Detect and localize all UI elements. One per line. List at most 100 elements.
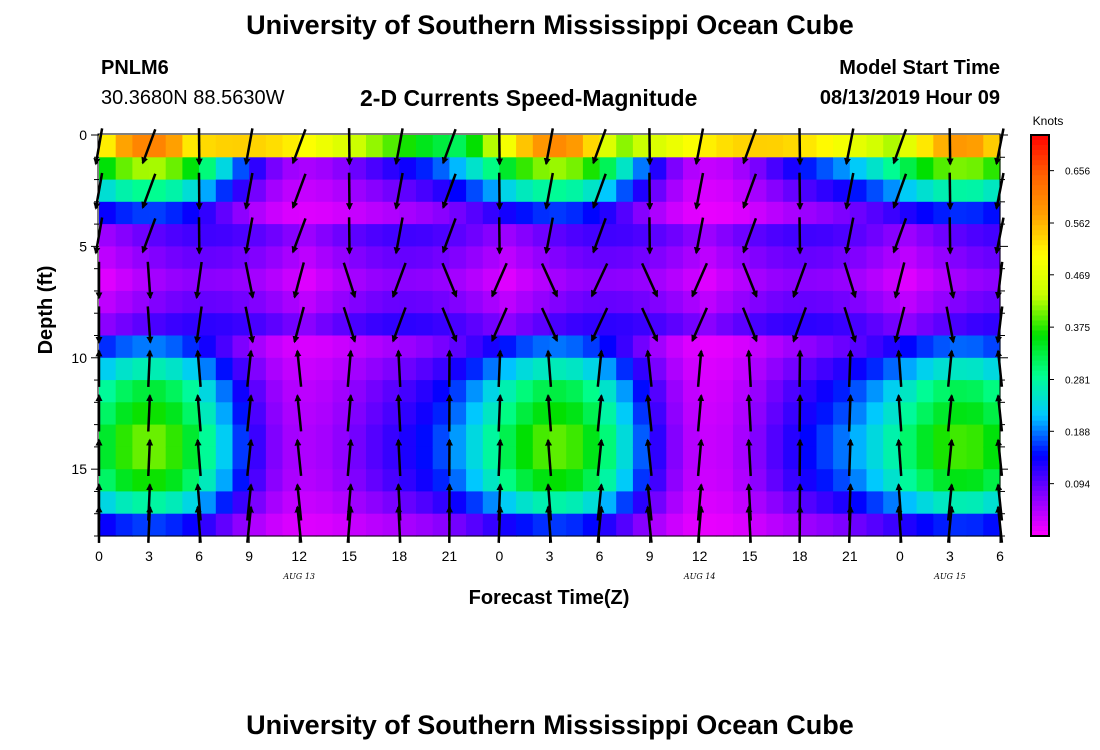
heatmap-cell	[182, 513, 200, 537]
heatmap-cell	[149, 157, 167, 181]
heatmap-cell	[683, 268, 701, 292]
current-vector	[846, 394, 854, 432]
heatmap-cell	[883, 290, 901, 314]
heatmap-cell	[282, 201, 300, 225]
heatmap-cell	[265, 513, 284, 537]
heatmap-cell	[99, 513, 117, 537]
heatmap-cell	[883, 224, 901, 247]
x-tick-label: 9	[646, 548, 654, 564]
current-vector	[590, 307, 609, 343]
heatmap-cell	[215, 491, 234, 515]
colorbar-swatch	[1031, 405, 1049, 412]
heatmap-cell	[366, 135, 384, 158]
heatmap-cell	[215, 380, 234, 403]
heatmap-cell	[833, 469, 851, 493]
x-tick-label: 0	[896, 548, 904, 564]
heatmap-cell	[332, 513, 350, 537]
heatmap-cell	[482, 135, 501, 158]
current-vector	[291, 173, 307, 210]
heatmap-cell	[482, 157, 501, 181]
colorbar-swatch	[1031, 260, 1049, 266]
heatmap-cell	[816, 179, 834, 203]
heatmap-cell	[199, 201, 217, 225]
heatmap-cell	[115, 446, 133, 470]
x-tick-label: 12	[291, 548, 307, 564]
heatmap-cell	[899, 424, 918, 448]
heatmap-cell	[549, 335, 567, 359]
current-vector	[696, 438, 705, 477]
heatmap-cell	[449, 135, 467, 158]
heatmap-cell	[516, 424, 534, 448]
heatmap-cell	[733, 513, 751, 537]
heatmap-cell	[149, 201, 167, 225]
heatmap-cell	[783, 424, 801, 448]
heatmap-cell	[432, 402, 450, 426]
heatmap-cell	[699, 491, 717, 515]
heatmap-cell	[699, 380, 717, 403]
heatmap-cell	[733, 290, 751, 314]
heatmap-cell	[416, 335, 434, 359]
heatmap-cell	[799, 268, 818, 292]
heatmap-cell	[249, 513, 267, 537]
heatmap-cell	[883, 135, 901, 158]
heatmap-cell	[399, 246, 417, 270]
heatmap-cell	[766, 513, 784, 537]
heatmap-cell	[816, 513, 834, 537]
current-vector	[395, 505, 403, 543]
current-vector	[346, 438, 354, 477]
heatmap-cell	[482, 513, 501, 537]
heatmap-cell	[232, 424, 250, 448]
heatmap-cell	[916, 157, 934, 181]
heatmap-cell	[549, 424, 567, 448]
current-vector	[496, 438, 504, 477]
heatmap-cell	[599, 135, 617, 158]
heatmap-cell	[766, 491, 784, 515]
current-vector	[846, 349, 854, 387]
heatmap-cell	[933, 469, 951, 493]
heatmap-cell	[132, 313, 150, 337]
heatmap-cell	[132, 357, 150, 381]
heatmap-cell	[466, 224, 484, 247]
heatmap-cell	[916, 491, 934, 515]
heatmap-cell	[849, 380, 868, 403]
heatmap-cell	[866, 268, 884, 292]
heatmap-cell	[366, 290, 384, 314]
heatmap-cell	[766, 268, 784, 292]
heatmap-cell	[132, 380, 150, 403]
colorbar-label: 0.375	[1065, 323, 1090, 334]
heatmap-cell	[649, 402, 667, 426]
heatmap-cell	[566, 290, 584, 314]
heatmap-cell	[849, 491, 868, 515]
colorbar-swatch	[1031, 385, 1049, 392]
heatmap-cell	[816, 357, 834, 381]
heatmap-cell	[616, 513, 634, 537]
current-vector	[596, 505, 605, 543]
heatmap-cell	[366, 469, 384, 493]
heatmap-cell	[816, 290, 834, 314]
heatmap-cell	[466, 313, 484, 337]
heatmap-cell	[516, 335, 534, 359]
heatmap-cell	[99, 290, 117, 314]
heatmap-cell	[799, 491, 818, 515]
heatmap-cell	[649, 513, 667, 537]
heatmap-cell	[332, 446, 350, 470]
heatmap-cell	[99, 380, 117, 403]
heatmap-cell	[666, 313, 684, 337]
heatmap-cell	[349, 446, 367, 470]
heatmap-cell	[232, 224, 250, 247]
heatmap-cell	[599, 224, 617, 247]
heatmap-cell	[399, 179, 417, 203]
heatmap-cell	[315, 313, 334, 337]
heatmap-cell	[666, 335, 684, 359]
heatmap-cell	[99, 157, 117, 181]
colorbar-swatch	[1031, 505, 1049, 512]
heatmap-cell	[966, 246, 984, 270]
current-vector	[946, 438, 955, 477]
heatmap-cell	[699, 402, 717, 426]
heatmap-cell	[416, 380, 434, 403]
colorbar-swatch	[1031, 375, 1049, 382]
heatmap-cell	[215, 402, 234, 426]
x-tick-label: 3	[145, 548, 153, 564]
colorbar-swatch	[1031, 450, 1049, 457]
heatmap-cell	[616, 491, 634, 515]
